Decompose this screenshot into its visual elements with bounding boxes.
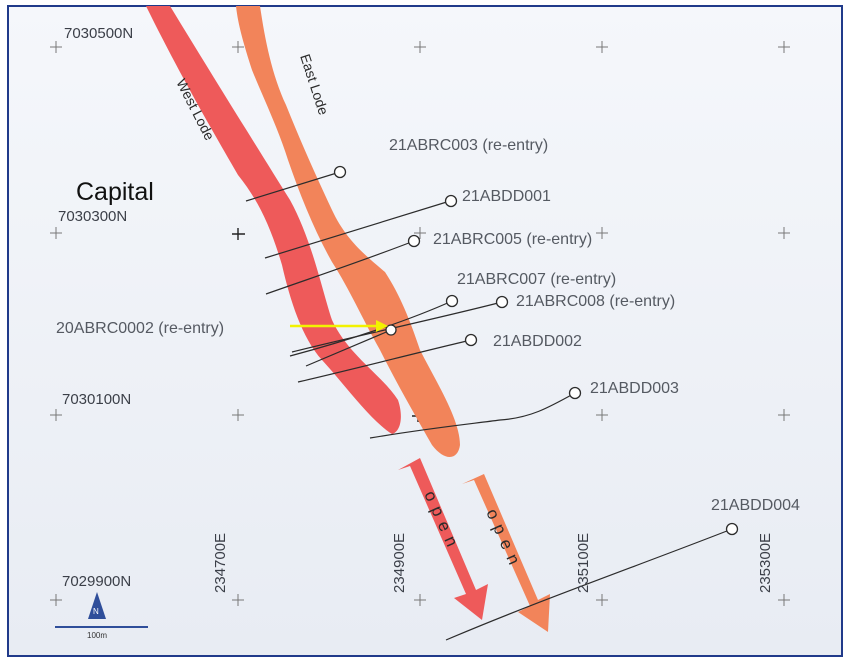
northing-label: 7030300N — [58, 208, 127, 225]
west-lode-polygon — [146, 6, 401, 434]
pointer-arrow — [290, 320, 388, 332]
drillhole-label: 21ABDD003 — [590, 380, 679, 397]
drillhole-label: 21ABRC008 (re-entry) — [516, 293, 675, 310]
east-lode-polygon — [236, 6, 460, 458]
drillhole-label: 20ABRC0002 (re-entry) — [56, 320, 224, 337]
drillhole-label: 21ABDD004 — [711, 497, 800, 514]
collar-21abrc008[interactable] — [495, 295, 509, 309]
scale-bar-label: 100m — [87, 631, 107, 640]
collar-20abrc0002[interactable] — [385, 324, 397, 336]
northing-label: 7030100N — [62, 391, 131, 408]
collar-21abdd004[interactable] — [725, 522, 739, 536]
northing-label: 7029900N — [62, 573, 131, 590]
north-arrow-icon — [88, 592, 106, 619]
open-arrow-west — [398, 458, 488, 620]
collar-21abrc005[interactable] — [407, 234, 421, 248]
open-arrow-east — [462, 474, 550, 632]
drillhole-label: 21ABRC005 (re-entry) — [433, 231, 592, 248]
map-title: Capital — [76, 178, 154, 206]
easting-label: 235100E — [575, 533, 592, 593]
drillhole-label: 21ABRC003 (re-entry) — [389, 137, 548, 154]
map-background — [8, 6, 842, 656]
drillhole-label: 21ABDD001 — [462, 188, 551, 205]
collar-21abrc003[interactable] — [333, 165, 347, 179]
easting-label: 234700E — [212, 533, 229, 593]
easting-label: 234900E — [391, 533, 408, 593]
drill-collars — [333, 165, 739, 536]
collar-21abrc007[interactable] — [445, 294, 459, 308]
collar-21abdd002[interactable] — [464, 333, 478, 347]
northing-label: 7030500N — [64, 25, 133, 42]
north-arrow: N — [88, 592, 106, 619]
map-frame — [7, 5, 843, 657]
north-arrow-label: N — [93, 607, 99, 616]
collar-21abdd001[interactable] — [444, 194, 458, 208]
easting-label: 235300E — [757, 533, 774, 593]
scale-bar: 100m — [55, 626, 148, 640]
drillhole-label: 21ABDD002 — [493, 333, 582, 350]
grid-crosses — [50, 41, 790, 606]
drillhole-label: 21ABRC007 (re-entry) — [457, 271, 616, 288]
collar-21abdd003[interactable] — [568, 386, 582, 400]
